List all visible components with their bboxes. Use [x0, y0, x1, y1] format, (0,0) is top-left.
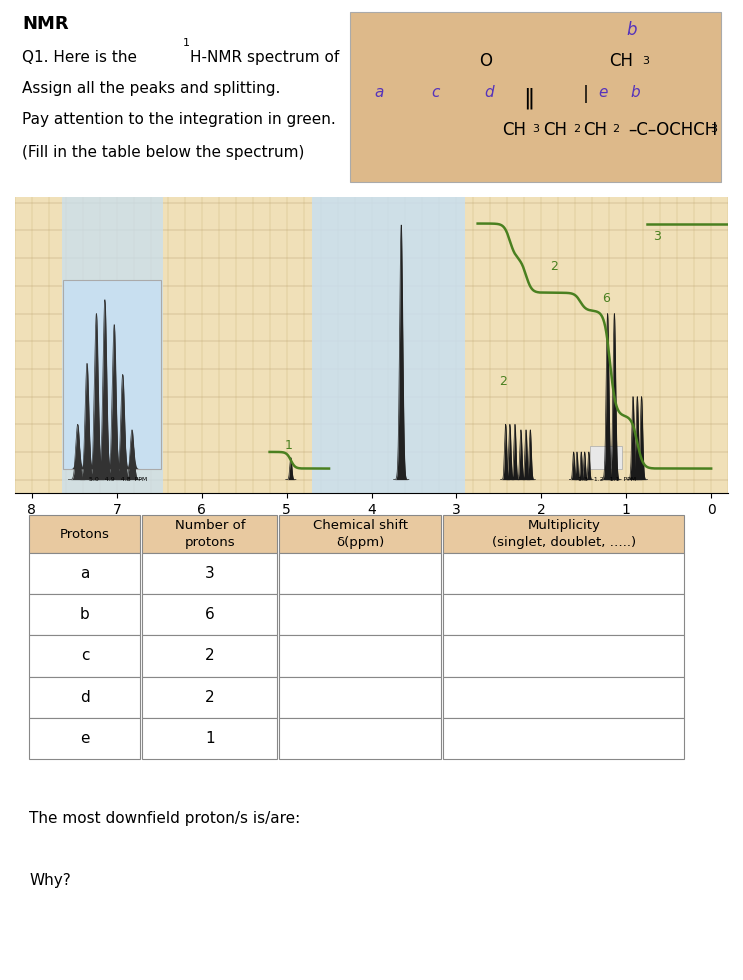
X-axis label: $\delta$ (ppm): $\delta$ (ppm) — [344, 520, 399, 538]
Text: b: b — [631, 85, 640, 100]
Text: CH: CH — [583, 121, 607, 138]
Bar — [279, 553, 441, 594]
Text: Number of
protons: Number of protons — [175, 519, 245, 549]
Text: CH: CH — [543, 121, 567, 138]
Text: The most downfield proton/s is/are:: The most downfield proton/s is/are: — [29, 810, 300, 826]
Text: e: e — [599, 85, 608, 100]
Bar — [444, 717, 684, 760]
Text: 1: 1 — [205, 731, 215, 746]
Bar — [29, 594, 140, 635]
Bar — [142, 594, 277, 635]
Text: Chemical shift
δ(ppm): Chemical shift δ(ppm) — [313, 519, 408, 549]
Text: 1: 1 — [285, 439, 293, 452]
Text: (Fill in the table below the spectrum): (Fill in the table below the spectrum) — [22, 145, 305, 160]
Bar — [312, 197, 465, 494]
Text: Pay attention to the integration in green.: Pay attention to the integration in gree… — [22, 112, 336, 126]
Text: 2: 2 — [205, 649, 215, 663]
Bar — [279, 515, 441, 553]
Bar — [142, 553, 277, 594]
Text: d: d — [80, 690, 90, 705]
Text: c: c — [81, 649, 89, 663]
Bar — [444, 594, 684, 635]
Bar — [444, 553, 684, 594]
Text: 3: 3 — [205, 566, 215, 581]
Text: CH: CH — [502, 121, 526, 138]
Text: b: b — [80, 608, 90, 622]
Bar — [142, 635, 277, 676]
Text: 2: 2 — [205, 690, 215, 705]
Text: a: a — [374, 85, 383, 100]
Text: 3: 3 — [532, 124, 539, 134]
Text: a: a — [80, 566, 90, 581]
FancyBboxPatch shape — [350, 12, 721, 182]
Bar — [590, 447, 622, 468]
Text: c: c — [432, 85, 440, 100]
Text: Q1. Here is the: Q1. Here is the — [22, 50, 142, 66]
Text: 6: 6 — [603, 292, 610, 305]
Text: Why?: Why? — [29, 873, 71, 888]
Text: Protons: Protons — [60, 527, 110, 541]
Bar — [279, 635, 441, 676]
Text: 1: 1 — [183, 37, 189, 48]
Bar — [142, 676, 277, 717]
Bar — [29, 717, 140, 760]
Text: O: O — [479, 52, 492, 70]
Text: 3: 3 — [643, 56, 649, 66]
Bar — [279, 717, 441, 760]
Text: |: | — [583, 85, 588, 104]
Text: 3: 3 — [653, 230, 661, 243]
Text: b: b — [626, 22, 637, 39]
Text: 5.0   4.9   4.8  PPM: 5.0 4.9 4.8 PPM — [89, 477, 148, 482]
Bar — [444, 676, 684, 717]
Bar — [279, 594, 441, 635]
Bar — [29, 553, 140, 594]
Text: H-NMR spectrum of: H-NMR spectrum of — [189, 50, 339, 66]
Bar — [279, 676, 441, 717]
Text: –C–OCHCH: –C–OCHCH — [629, 121, 718, 138]
Text: 2: 2 — [612, 124, 620, 134]
Bar — [63, 280, 161, 468]
Text: d: d — [484, 85, 494, 100]
Text: 1.3   1.2   1.1  PPM: 1.3 1.2 1.1 PPM — [578, 477, 636, 482]
Text: Multiplicity
(singlet, doublet, …..): Multiplicity (singlet, doublet, …..) — [492, 519, 636, 549]
Text: 2: 2 — [573, 124, 580, 134]
Text: 2: 2 — [499, 375, 507, 388]
Bar — [29, 676, 140, 717]
Bar — [142, 717, 277, 760]
Bar — [444, 635, 684, 676]
Bar — [444, 515, 684, 553]
Text: CH: CH — [609, 52, 633, 70]
Bar — [29, 515, 140, 553]
Text: 2: 2 — [550, 261, 558, 273]
Text: Assign all the peaks and splitting.: Assign all the peaks and splitting. — [22, 81, 280, 96]
Bar — [62, 197, 163, 494]
Bar — [142, 515, 277, 553]
Text: ‖: ‖ — [523, 87, 534, 109]
Text: e: e — [80, 731, 90, 746]
Bar — [29, 635, 140, 676]
Text: NMR: NMR — [22, 15, 68, 33]
Text: 3: 3 — [710, 124, 718, 134]
Text: 6: 6 — [205, 608, 215, 622]
